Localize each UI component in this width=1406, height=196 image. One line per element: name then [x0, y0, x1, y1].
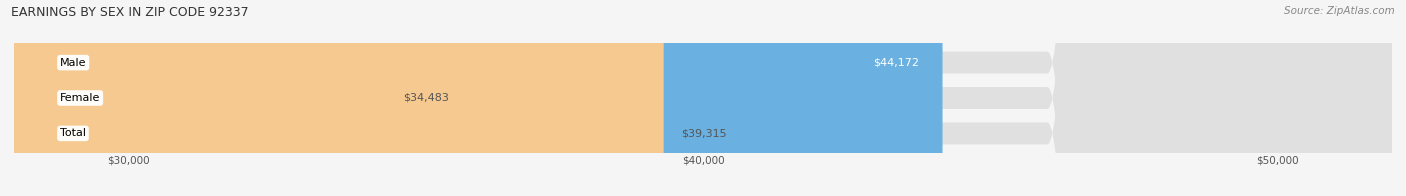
- Text: $44,172: $44,172: [873, 58, 920, 68]
- FancyBboxPatch shape: [14, 0, 664, 196]
- FancyBboxPatch shape: [14, 0, 1392, 196]
- FancyBboxPatch shape: [14, 0, 387, 196]
- FancyBboxPatch shape: [14, 0, 1392, 196]
- Text: Female: Female: [60, 93, 100, 103]
- Text: Male: Male: [60, 58, 87, 68]
- Text: $34,483: $34,483: [404, 93, 450, 103]
- Text: Total: Total: [60, 128, 86, 138]
- FancyBboxPatch shape: [14, 0, 942, 196]
- FancyBboxPatch shape: [14, 0, 1392, 196]
- Text: $39,315: $39,315: [681, 128, 727, 138]
- Text: Source: ZipAtlas.com: Source: ZipAtlas.com: [1284, 6, 1395, 16]
- Text: EARNINGS BY SEX IN ZIP CODE 92337: EARNINGS BY SEX IN ZIP CODE 92337: [11, 6, 249, 19]
